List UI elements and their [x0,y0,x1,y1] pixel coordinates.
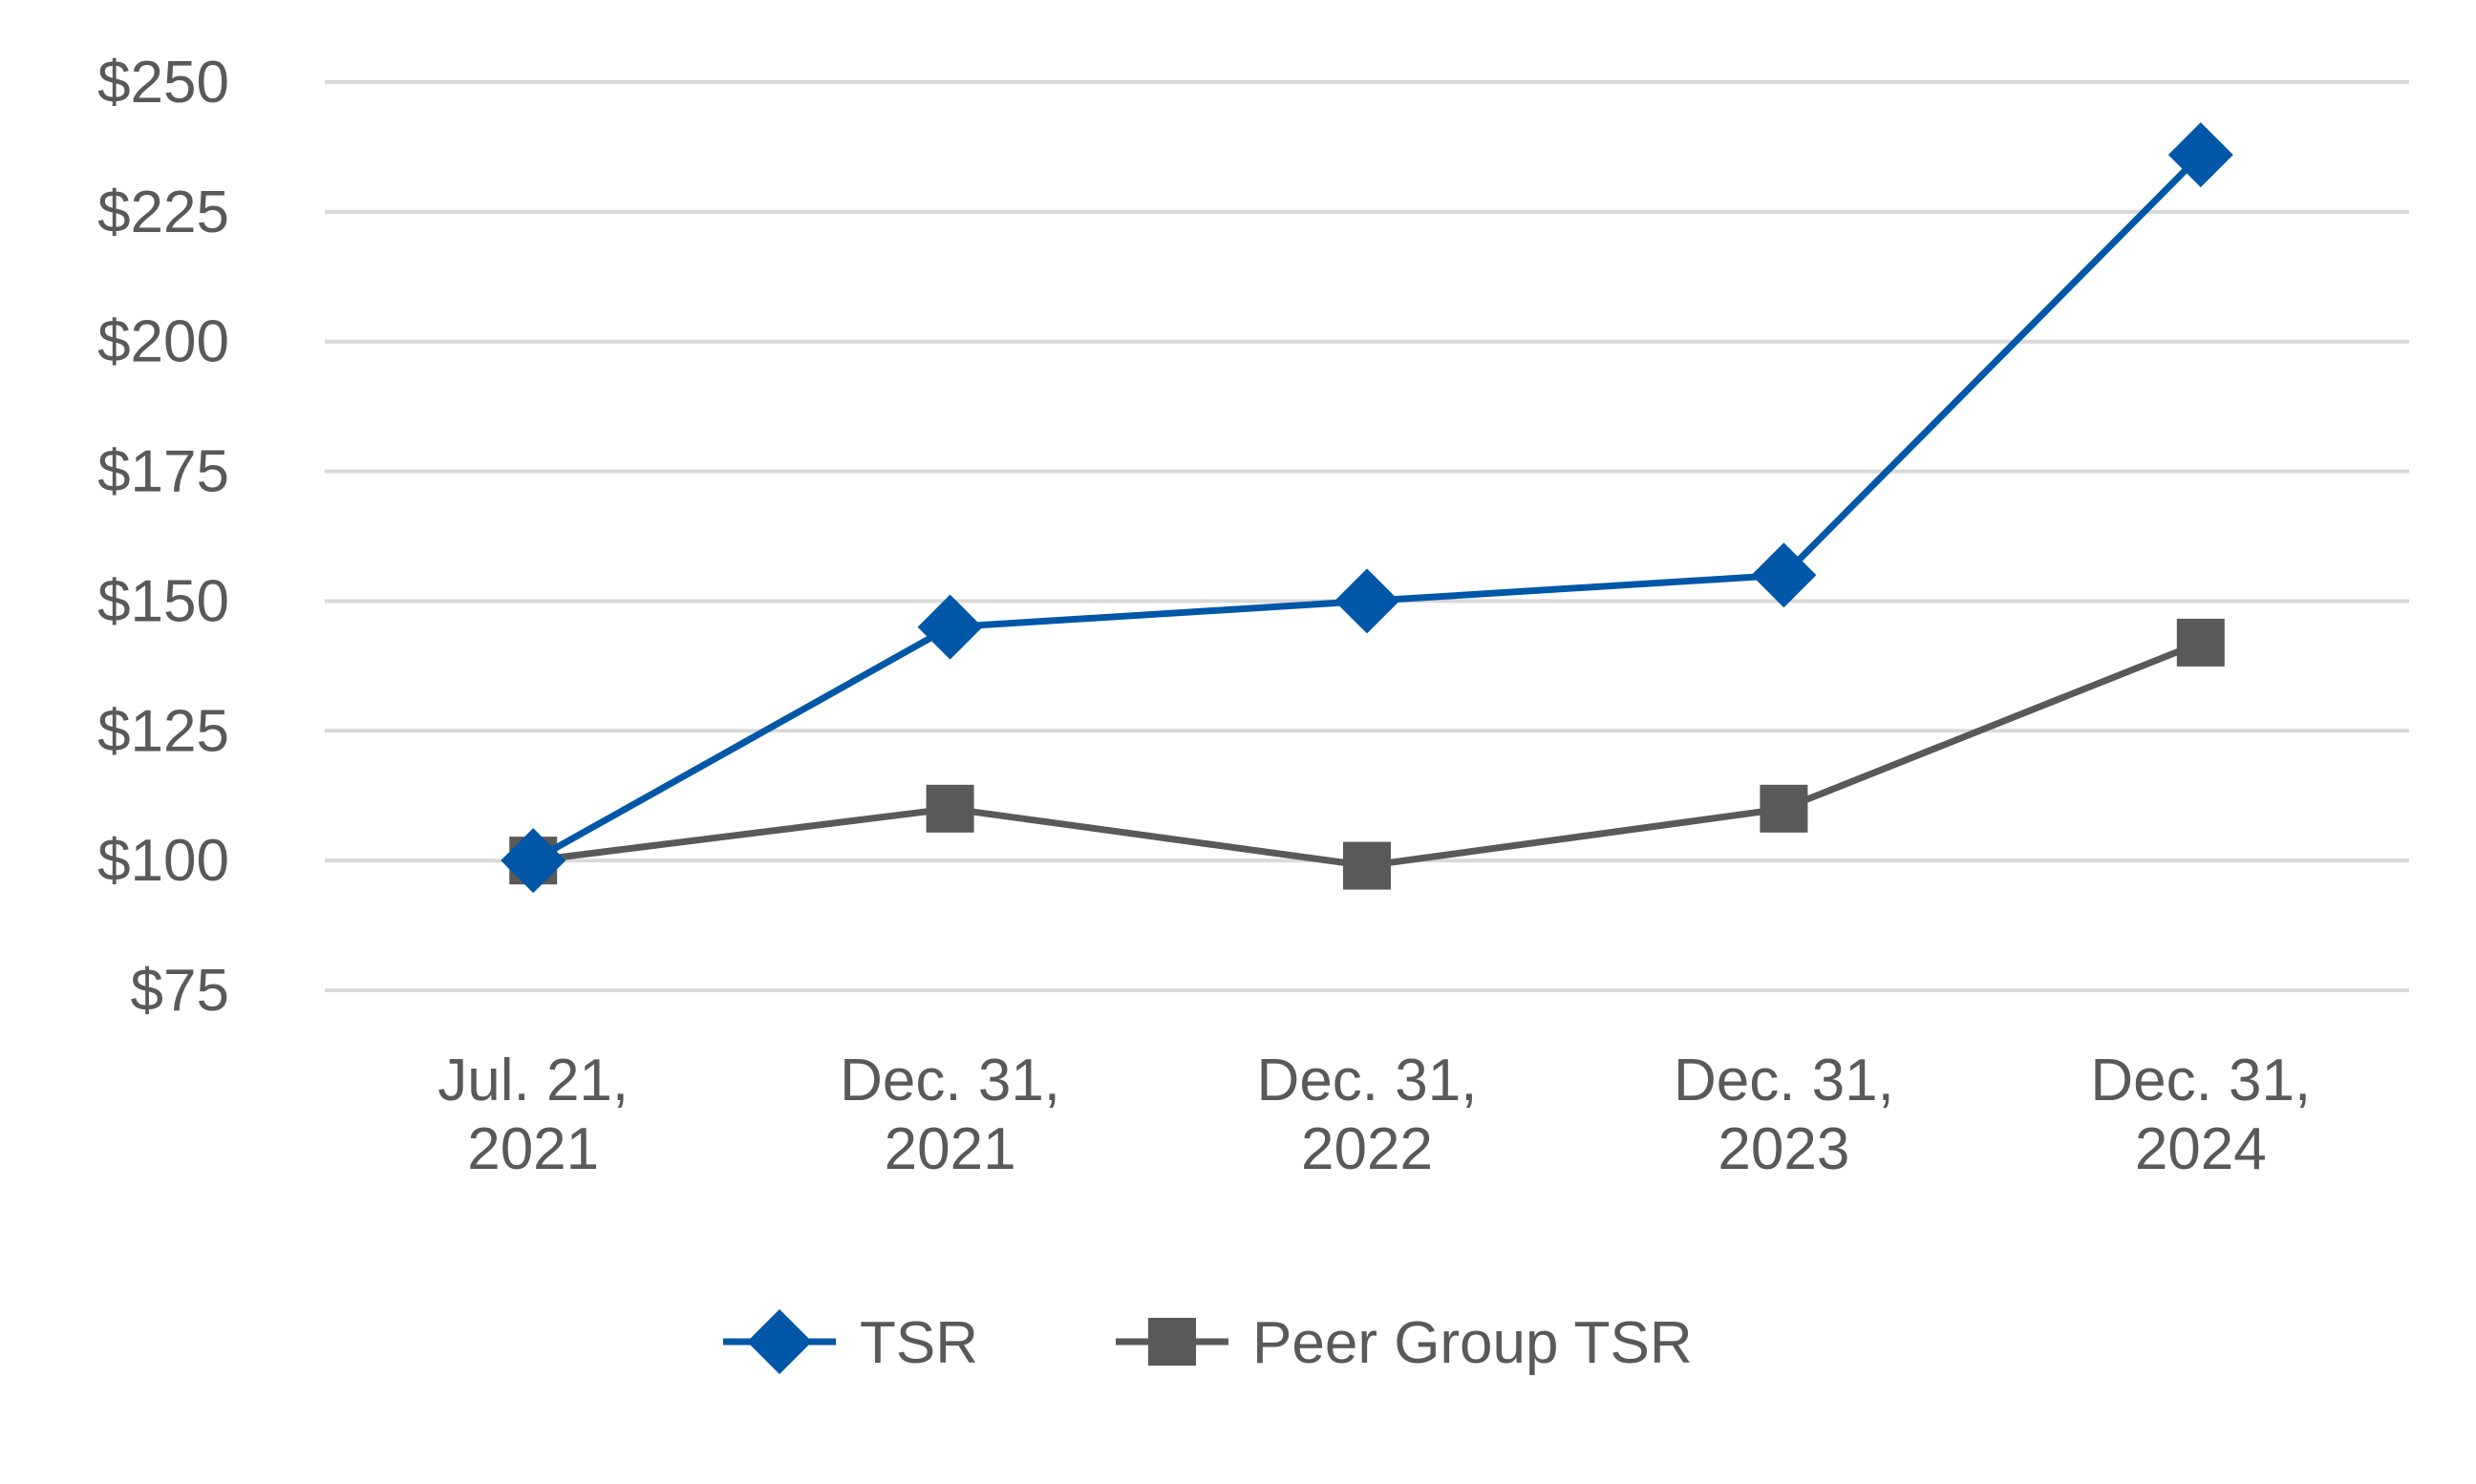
data-point [1760,784,1808,833]
series-peer-group-tsr [509,618,2225,890]
y-axis-tick-labels: $75 $100 $125 $150 $175 $200 $225 $250 [97,50,229,1024]
legend-item: TSR [723,1309,978,1376]
y-tick-label: $125 [97,698,229,764]
y-tick-label: $225 [97,180,229,245]
series-layer [501,122,2233,894]
gridlines [325,80,2409,992]
legend-label: TSR [860,1310,978,1376]
legend-marker [747,1309,812,1374]
y-tick-label: $75 [131,958,229,1024]
legend-label: Peer Group TSR [1252,1310,1693,1376]
legend-item: Peer Group TSR [1116,1310,1693,1376]
y-tick-label: $150 [97,568,229,634]
y-tick-label: $175 [97,439,229,505]
legend: TSR Peer Group TSR [723,1309,1693,1376]
series-line [532,639,2203,870]
data-point [2167,122,2233,188]
x-category-label: Dec. 31, 2023 [1674,1048,1894,1182]
x-category-label: Dec. 31, 2021 [840,1048,1060,1182]
series-line [531,152,2204,864]
series-tsr [501,122,2233,894]
x-category-label: Jul. 21, 2021 [438,1048,629,1182]
data-point [917,594,983,660]
y-tick-label: $200 [97,309,229,375]
x-axis-category-labels: Jul. 21, 2021 Dec. 31, 2021 Dec. 31, 2022 Dec.… [438,1048,2311,1182]
data-point [2176,618,2225,667]
y-tick-label: $100 [97,828,229,894]
data-point [501,828,566,894]
data-point [1343,841,1391,890]
legend-marker [1148,1318,1196,1366]
data-point [1751,542,1817,608]
y-tick-label: $250 [97,50,229,116]
data-point [1334,568,1399,634]
x-category-label: Dec. 31, 2024 [2090,1048,2311,1182]
data-point [926,784,974,833]
x-category-label: Dec. 31, 2022 [1257,1048,1478,1182]
